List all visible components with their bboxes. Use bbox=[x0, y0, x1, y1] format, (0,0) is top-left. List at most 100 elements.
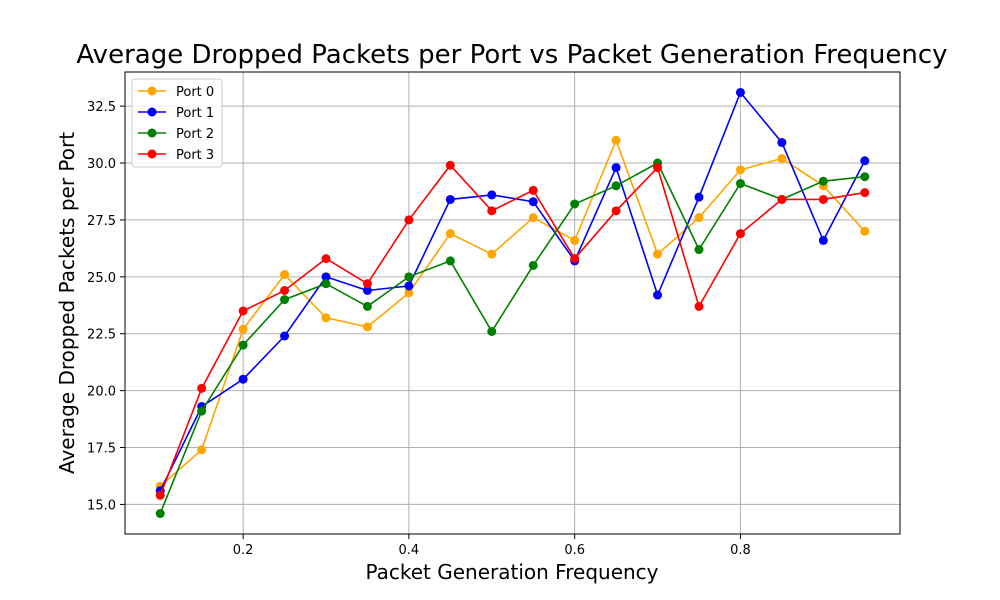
x-axis-ticks: 0.2 0.4 0.6 0.8 bbox=[233, 534, 751, 558]
data-point bbox=[694, 301, 704, 311]
legend-item: Port 1 bbox=[138, 106, 214, 121]
plot-frame bbox=[124, 71, 901, 535]
data-point bbox=[818, 194, 828, 204]
series-line bbox=[159, 161, 865, 514]
data-point bbox=[280, 270, 290, 280]
data-point bbox=[280, 295, 290, 305]
data-point bbox=[777, 194, 787, 204]
x-tick-label: 0.4 bbox=[399, 543, 420, 558]
data-point bbox=[653, 249, 663, 259]
data-point bbox=[487, 206, 497, 216]
y-tick-label: 15.0 bbox=[87, 498, 116, 513]
x-axis-label: Packet Generation Frequency bbox=[365, 560, 658, 584]
data-point bbox=[860, 172, 870, 182]
data-point bbox=[238, 374, 248, 384]
y-tick-label: 32.5 bbox=[87, 100, 116, 115]
data-point bbox=[445, 160, 455, 170]
data-point bbox=[445, 194, 455, 204]
data-point bbox=[321, 279, 331, 289]
data-point bbox=[445, 229, 455, 239]
data-point bbox=[487, 190, 497, 200]
data-point bbox=[321, 272, 331, 282]
data-point bbox=[735, 179, 745, 189]
legend-label: Port 1 bbox=[176, 106, 214, 121]
y-tick-label: 20.0 bbox=[87, 385, 116, 400]
y-tick-label: 22.5 bbox=[87, 328, 116, 343]
data-point bbox=[777, 138, 787, 148]
data-point bbox=[735, 229, 745, 239]
legend-label: Port 0 bbox=[176, 85, 214, 100]
data-point bbox=[860, 156, 870, 166]
series-line bbox=[159, 90, 866, 492]
data-point bbox=[404, 215, 414, 225]
data-point bbox=[362, 301, 372, 311]
data-point bbox=[404, 281, 414, 291]
data-point bbox=[611, 135, 621, 145]
data-point bbox=[735, 87, 745, 97]
data-point bbox=[611, 206, 621, 216]
data-point bbox=[362, 322, 372, 332]
data-point bbox=[694, 213, 704, 223]
data-point bbox=[362, 285, 372, 295]
data-point bbox=[528, 213, 538, 223]
series-port-2 bbox=[155, 158, 870, 519]
x-tick-label: 0.2 bbox=[233, 543, 254, 558]
series-port-0 bbox=[155, 135, 870, 491]
x-tick-label: 0.8 bbox=[730, 543, 751, 558]
data-point bbox=[238, 340, 248, 350]
data-point bbox=[528, 260, 538, 270]
series-line bbox=[159, 164, 865, 496]
legend-marker bbox=[147, 149, 157, 159]
data-point bbox=[860, 226, 870, 236]
data-point bbox=[818, 235, 828, 245]
y-axis-ticks: 15.0 17.5 20.0 22.5 25.0 27.5 30.0 32.5 bbox=[87, 100, 125, 513]
data-point bbox=[280, 285, 290, 295]
data-point bbox=[404, 272, 414, 282]
legend-item: Port 0 bbox=[138, 85, 214, 100]
legend-label: Port 3 bbox=[176, 148, 214, 163]
data-point bbox=[694, 192, 704, 202]
legend-marker bbox=[147, 107, 157, 117]
data-point bbox=[321, 313, 331, 323]
data-point bbox=[777, 153, 787, 163]
legend-label: Port 2 bbox=[176, 127, 214, 142]
data-point bbox=[653, 290, 663, 300]
grid bbox=[125, 72, 900, 534]
series-port-1 bbox=[155, 87, 870, 496]
data-point bbox=[197, 383, 207, 393]
data-point bbox=[487, 249, 497, 259]
data-point bbox=[238, 324, 248, 334]
series-layer bbox=[155, 87, 870, 519]
data-point bbox=[528, 185, 538, 195]
data-point bbox=[155, 490, 165, 500]
data-point bbox=[528, 197, 538, 207]
y-tick-label: 25.0 bbox=[87, 271, 116, 286]
data-point bbox=[570, 199, 580, 209]
data-point bbox=[611, 181, 621, 191]
legend-marker bbox=[147, 128, 157, 138]
legend-item: Port 3 bbox=[138, 148, 214, 163]
data-point bbox=[611, 163, 621, 173]
data-point bbox=[860, 188, 870, 198]
legend: Port 0 Port 1 Port 2 Port 3 bbox=[131, 78, 223, 168]
y-axis-label: Average Dropped Packets per Port bbox=[55, 132, 79, 474]
data-point bbox=[280, 331, 290, 341]
series-line bbox=[159, 138, 866, 487]
data-point bbox=[404, 288, 414, 298]
y-tick-label: 27.5 bbox=[87, 214, 116, 229]
data-point bbox=[238, 306, 248, 316]
data-point bbox=[735, 165, 745, 175]
data-point bbox=[155, 509, 165, 519]
data-point bbox=[818, 176, 828, 186]
data-point bbox=[570, 254, 580, 264]
data-point bbox=[321, 254, 331, 264]
legend-marker bbox=[147, 86, 157, 96]
data-point bbox=[197, 406, 207, 416]
x-tick-label: 0.6 bbox=[564, 543, 585, 558]
data-point bbox=[445, 256, 455, 266]
legend-item: Port 2 bbox=[138, 127, 214, 142]
legend-box bbox=[131, 78, 223, 168]
data-point bbox=[197, 445, 207, 455]
series-port-3 bbox=[155, 160, 870, 500]
